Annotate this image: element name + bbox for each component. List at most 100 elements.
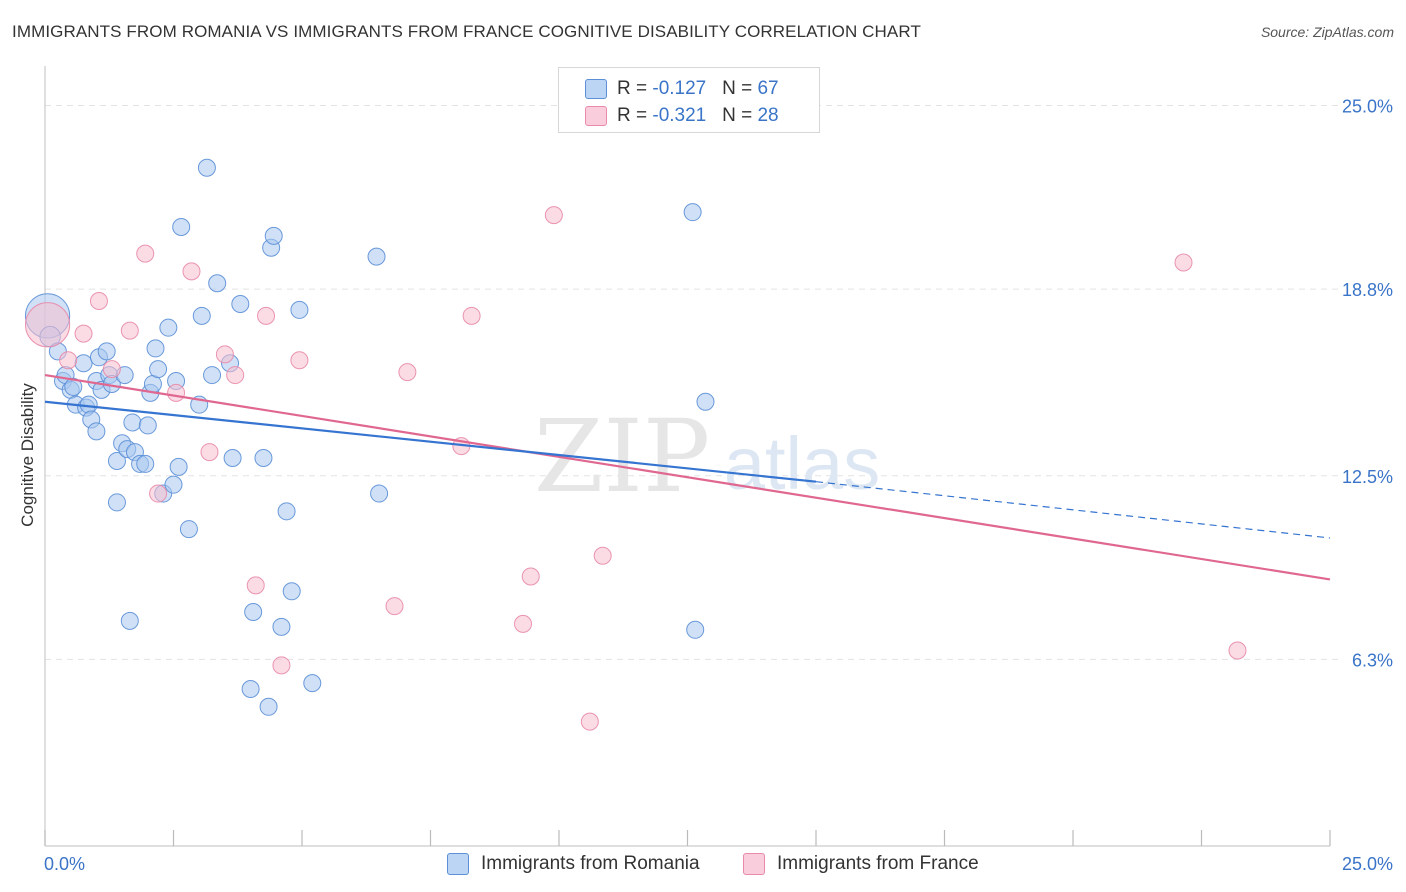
point-romania (146, 339, 165, 358)
y-tick-label: 18.8% (1342, 280, 1393, 300)
point-romania (370, 484, 389, 503)
point-romania (164, 475, 183, 494)
y-axis-label: Cognitive Disability (18, 383, 37, 527)
point-romania (197, 158, 216, 177)
point-france (521, 567, 540, 586)
series-name-romania: Immigrants from Romania (481, 853, 700, 874)
point-romania (254, 449, 273, 467)
point-romania (149, 360, 168, 379)
axes (44, 66, 1331, 847)
point-romania (107, 493, 126, 512)
trendline-france (44, 373, 1331, 581)
legend-r-value-romania: -0.127 (652, 78, 707, 99)
point-romania (97, 342, 116, 361)
series-swatch-romania (447, 853, 469, 875)
data-points (24, 158, 1247, 731)
watermark: ZIP atlas (534, 398, 880, 515)
point-france (580, 712, 599, 731)
point-romania (223, 449, 242, 467)
x-tick-label: 25.0% (1342, 854, 1393, 874)
point-france (544, 206, 563, 225)
point-france (593, 546, 612, 565)
y-tick-label: 12.5% (1342, 467, 1393, 487)
point-france (290, 351, 309, 370)
point-france (136, 244, 155, 263)
y-tick-label: 25.0% (1342, 97, 1393, 117)
point-france (215, 345, 234, 364)
point-france (149, 484, 168, 503)
gridlines (45, 105, 1340, 660)
point-france (272, 656, 291, 675)
point-romania (290, 300, 309, 319)
point-romania (64, 377, 83, 396)
legend-swatch-france (585, 106, 607, 126)
point-france (182, 262, 201, 281)
point-france (24, 302, 71, 348)
point-france (74, 324, 93, 343)
point-romania (696, 392, 715, 411)
x-tick-label: 0.0% (44, 854, 85, 874)
point-romania (208, 274, 227, 293)
point-romania (136, 454, 155, 473)
trendlines (44, 373, 1331, 581)
correlation-legend: R = -0.127 N = 67 R = -0.321 N = 28 (558, 67, 820, 133)
point-romania (231, 294, 250, 313)
series-swatch-france (743, 853, 765, 875)
legend-r-value-france: -0.321 (652, 105, 707, 126)
legend-n-value-romania: 67 (757, 78, 779, 99)
point-france (257, 306, 276, 325)
point-france (226, 366, 245, 385)
legend-r-label-france: R = (617, 105, 653, 126)
point-romania (74, 354, 93, 373)
legend-text-france: R = -0.321 N = 28 (617, 105, 779, 127)
point-france (398, 363, 417, 382)
point-france (89, 292, 108, 311)
trendline-romania (44, 400, 817, 483)
point-romania (244, 603, 263, 622)
series-name-france: Immigrants from France (777, 853, 979, 874)
point-romania (159, 318, 178, 337)
point-romania (192, 306, 211, 325)
point-france (246, 576, 265, 595)
point-romania (241, 680, 260, 699)
point-france (385, 597, 404, 616)
legend-n-label-romania: N = (722, 78, 758, 99)
point-romania (272, 617, 291, 636)
point-romania (683, 203, 702, 222)
point-france (167, 383, 186, 402)
chart-title: IMMIGRANTS FROM ROMANIA VS IMMIGRANTS FR… (12, 22, 921, 41)
point-romania (172, 217, 191, 236)
point-romania (123, 413, 142, 432)
point-romania (367, 247, 386, 266)
legend-n-value-france: 28 (757, 105, 779, 126)
point-france (514, 614, 533, 633)
point-romania (179, 520, 198, 539)
point-romania (107, 451, 126, 470)
point-romania (259, 697, 278, 716)
point-romania (264, 226, 283, 245)
point-france (59, 351, 78, 370)
watermark-atlas: atlas (724, 422, 880, 505)
legend-text-romania: R = -0.127 N = 67 (617, 78, 779, 100)
point-romania (120, 611, 139, 630)
point-romania (138, 416, 157, 435)
point-france (1228, 641, 1247, 660)
legend-r-label-romania: R = (617, 78, 653, 99)
legend-swatch-romania (585, 79, 607, 99)
point-romania (87, 422, 106, 441)
point-romania (686, 620, 705, 639)
legend-n-label-france: N = (722, 105, 758, 126)
point-france (120, 321, 139, 340)
point-romania (277, 502, 296, 521)
point-romania (203, 366, 222, 385)
point-france (462, 306, 481, 325)
y-tick-label: 6.3% (1352, 650, 1393, 670)
point-romania (303, 674, 322, 693)
point-france (102, 360, 121, 379)
point-france (200, 443, 219, 462)
tick-labels: 6.3% 12.5% 18.8% 25.0% 0.0% 25.0% (44, 97, 1393, 874)
point-france (1174, 253, 1193, 272)
point-romania (169, 457, 188, 476)
point-romania (282, 582, 301, 601)
